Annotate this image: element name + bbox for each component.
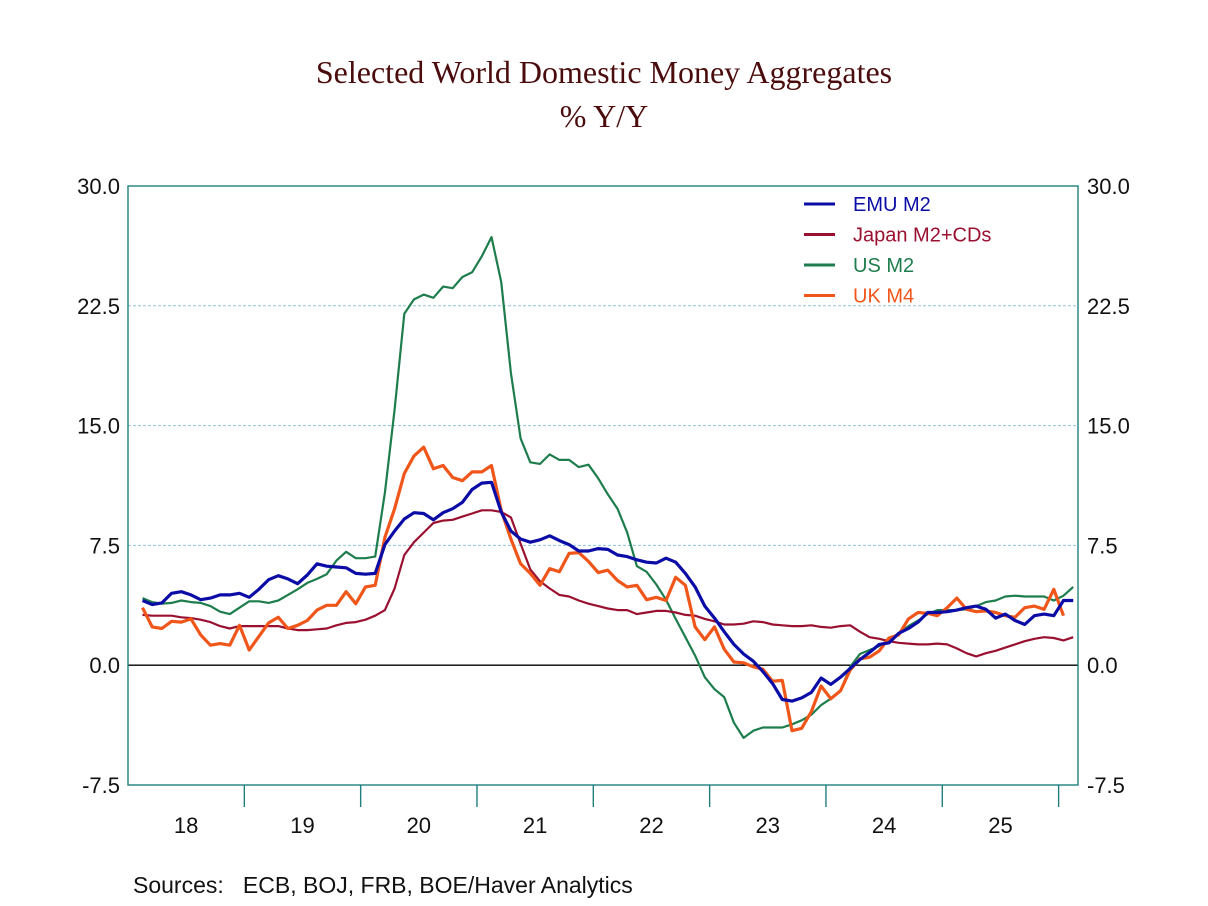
- chart-subtitle: % Y/Y: [559, 98, 649, 134]
- series-line-us-m2: [142, 236, 1074, 740]
- y-tick-label-right: 15.0: [1087, 414, 1130, 439]
- y-tick-label-left: 0.0: [89, 653, 120, 678]
- y-tick-label-right: 30.0: [1087, 174, 1130, 199]
- legend-label: Japan M2+CDs: [853, 225, 991, 247]
- x-tick-label: 21: [523, 813, 547, 838]
- y-tick-label-right: 0.0: [1087, 653, 1118, 678]
- x-tick-label: 23: [756, 813, 780, 838]
- y-tick-label-right: -7.5: [1087, 773, 1125, 798]
- x-tick-label: 22: [639, 813, 663, 838]
- legend-label: US M2: [853, 255, 914, 277]
- series-line-japan-m2-cds: [142, 509, 1074, 658]
- series-line-emu-m2: [141, 480, 1074, 703]
- legend-label: UK M4: [853, 286, 914, 308]
- x-tick-label: 24: [872, 813, 896, 838]
- plot-frame: [127, 185, 1079, 786]
- x-tick-label: 20: [407, 813, 431, 838]
- series-line-uk-m4: [141, 445, 1066, 733]
- y-tick-label-left: -7.5: [82, 773, 120, 798]
- x-tick-label: 19: [290, 813, 314, 838]
- x-tick-label: 18: [174, 813, 198, 838]
- y-tick-label-left: 22.5: [77, 294, 120, 319]
- y-tick-label-right: 7.5: [1087, 533, 1118, 558]
- y-tick-label-left: 30.0: [77, 174, 120, 199]
- chart-title: Selected World Domestic Money Aggregates: [315, 54, 893, 90]
- x-tick-label: 25: [988, 813, 1012, 838]
- legend-label: EMU M2: [853, 194, 931, 216]
- y-tick-label-left: 15.0: [77, 414, 120, 439]
- y-tick-label-right: 22.5: [1087, 294, 1130, 319]
- y-tick-label-left: 7.5: [89, 533, 120, 558]
- source-note: Sources: ECB, BOJ, FRB, BOE/Haver Analyt…: [133, 872, 633, 898]
